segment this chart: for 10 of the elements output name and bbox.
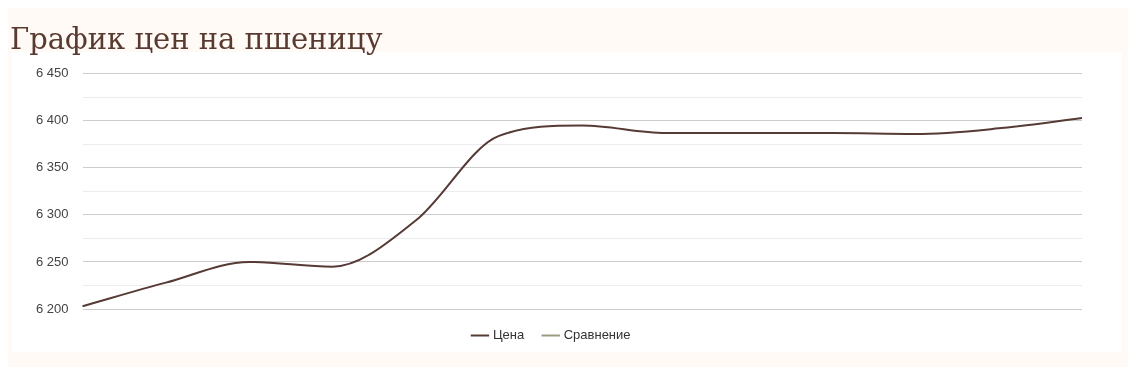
y-tick-label: 6 200 [35,300,69,316]
chart-title: График цен на пшеницу [9,21,384,56]
line-series [81,117,1083,308]
legend-label: Цена [492,327,525,343]
legend-label: Сравнение [563,327,631,343]
y-tick-label: 6 300 [35,206,69,222]
y-tick-label: 6 250 [35,253,69,269]
y-tick-label: 6 400 [35,112,69,128]
y-tick-label: 6 350 [35,159,69,175]
y-tick-label: 6 450 [35,65,69,81]
